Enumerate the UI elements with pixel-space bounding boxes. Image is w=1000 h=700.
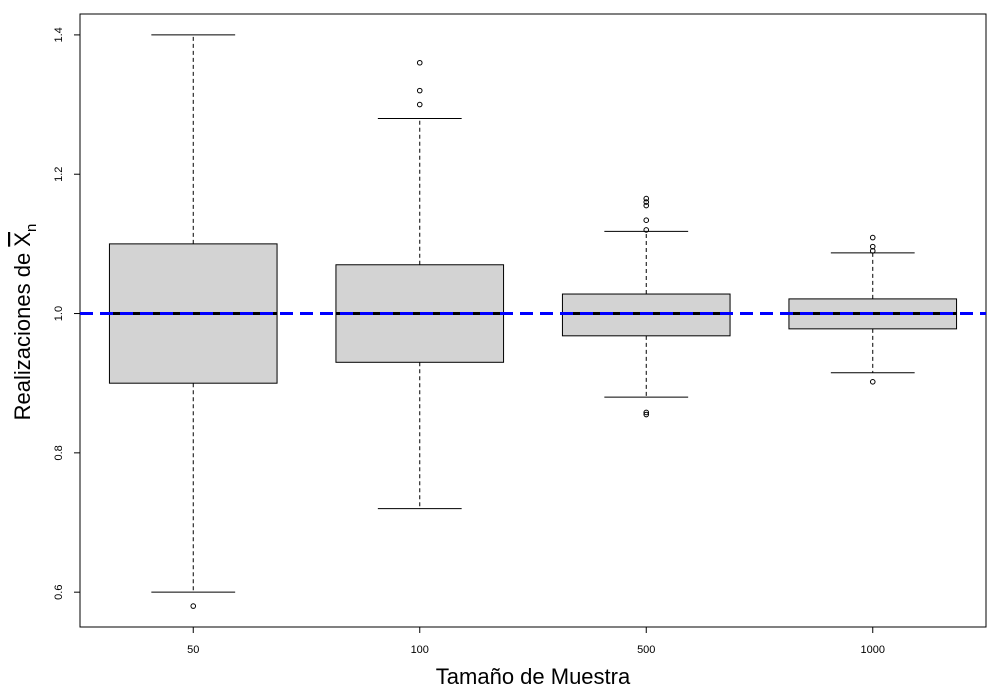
chart-axes: 50 100 500 1000 0.6 0.8 1.0 1.2 1.4: [53, 27, 885, 656]
x-tick-label: 100: [411, 644, 429, 656]
box-group-1000: [788, 234, 958, 385]
svg-text:Realizaciones de Xn: Realizaciones de Xn: [10, 224, 40, 421]
y-tick-label: 0.8: [53, 445, 65, 460]
x-axis-title: Tamaño de Muestra: [436, 664, 631, 689]
y-axis-title-subscript: n: [23, 224, 40, 232]
chart-marks: [80, 34, 986, 609]
plot-frame: [79, 13, 987, 628]
outlier-point: [869, 379, 876, 385]
box-group-500: [561, 195, 731, 418]
y-axis-title: Realizaciones de Xn: [10, 224, 40, 421]
outlier-point: [643, 202, 650, 209]
outlier-point: [416, 101, 423, 108]
outlier-point: [643, 411, 650, 418]
y-tick-label: 1.4: [53, 27, 65, 42]
outlier-point: [190, 603, 197, 609]
x-tick-label: 1000: [861, 644, 885, 656]
y-tick-label: 1.0: [53, 306, 65, 321]
y-tick-label: 1.2: [53, 167, 65, 182]
x-tick-label: 50: [187, 644, 199, 656]
y-axis-title-symbol: X: [10, 232, 35, 247]
outlier-point: [643, 199, 650, 205]
y-tick-label: 0.6: [53, 585, 65, 600]
box-group-100: [335, 59, 505, 510]
outlier-point: [869, 234, 876, 241]
outlier-point: [643, 217, 650, 223]
y-axis-title-prefix: Realizaciones de: [10, 247, 35, 421]
outlier-point: [643, 227, 650, 233]
outlier-point: [416, 87, 423, 94]
outlier-point: [869, 243, 876, 250]
outlier-point: [416, 59, 423, 66]
x-tick-label: 500: [637, 644, 655, 656]
box-group-50: [108, 34, 278, 609]
outlier-point: [643, 195, 650, 202]
outlier-point: [643, 409, 650, 416]
